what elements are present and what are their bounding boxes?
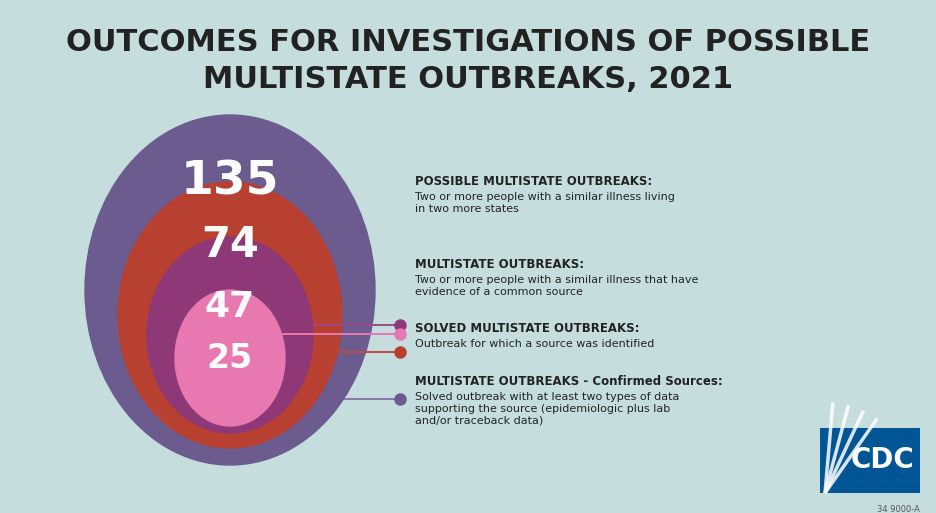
Text: Two or more people with a similar illness that have
evidence of a common source: Two or more people with a similar illnes… — [415, 275, 698, 297]
Text: 74: 74 — [201, 224, 259, 266]
Text: 135: 135 — [181, 160, 279, 205]
Text: 34 9000-A: 34 9000-A — [877, 505, 920, 513]
Text: 47: 47 — [205, 290, 256, 324]
Text: MULTISTATE OUTBREAKS:: MULTISTATE OUTBREAKS: — [415, 258, 584, 271]
Text: Solved outbreak with at least two types of data
supporting the source (epidemiol: Solved outbreak with at least two types … — [415, 392, 680, 425]
Ellipse shape — [147, 237, 313, 433]
Ellipse shape — [85, 115, 375, 465]
Text: MULTISTATE OUTBREAKS, 2021: MULTISTATE OUTBREAKS, 2021 — [203, 65, 733, 94]
Ellipse shape — [175, 290, 285, 426]
Text: CDC: CDC — [850, 446, 914, 475]
Text: Outbreak for which a source was identified: Outbreak for which a source was identifi… — [415, 339, 654, 349]
Text: SOLVED MULTISTATE OUTBREAKS:: SOLVED MULTISTATE OUTBREAKS: — [415, 322, 639, 335]
Text: OUTCOMES FOR INVESTIGATIONS OF POSSIBLE: OUTCOMES FOR INVESTIGATIONS OF POSSIBLE — [66, 28, 870, 57]
Text: MULTISTATE OUTBREAKS - Confirmed Sources:: MULTISTATE OUTBREAKS - Confirmed Sources… — [415, 375, 723, 388]
Text: Two or more people with a similar illness living
in two more states: Two or more people with a similar illnes… — [415, 192, 675, 213]
FancyBboxPatch shape — [820, 428, 920, 493]
Text: POSSIBLE MULTISTATE OUTBREAKS:: POSSIBLE MULTISTATE OUTBREAKS: — [415, 175, 652, 188]
Text: 25: 25 — [207, 342, 253, 374]
Ellipse shape — [118, 182, 342, 448]
